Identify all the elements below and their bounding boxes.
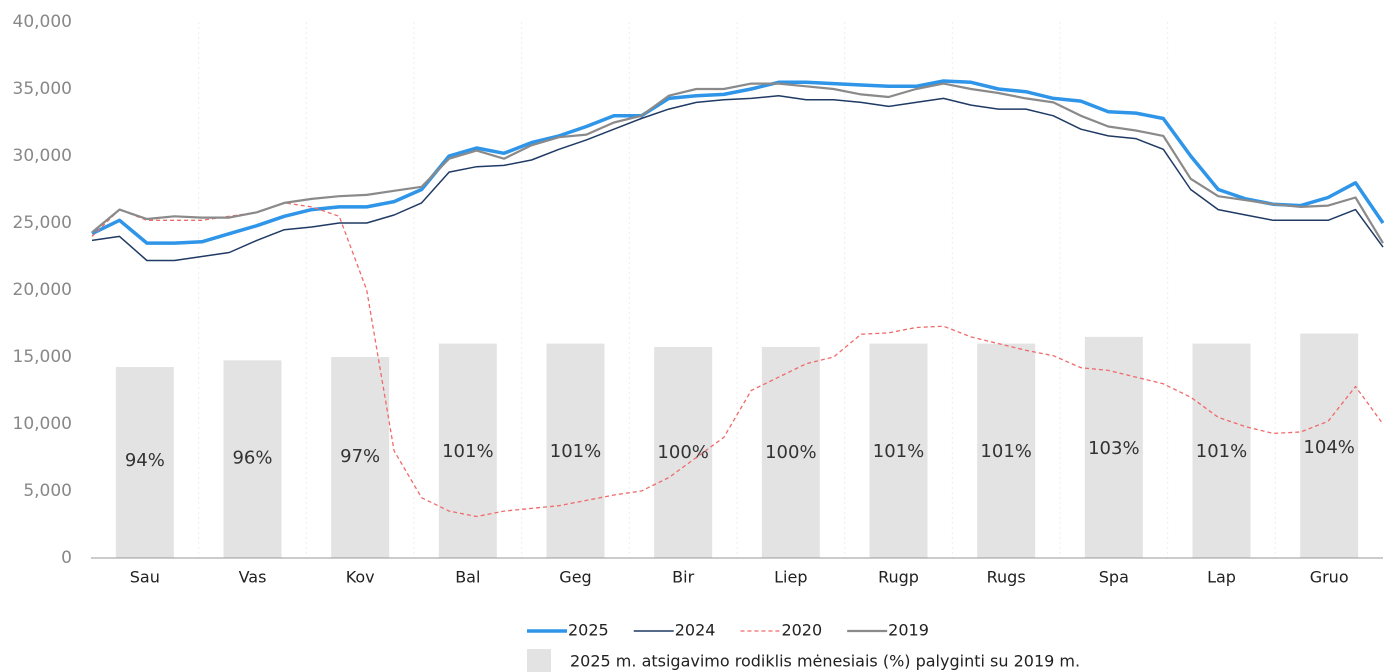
x-tick-label: Lap	[1207, 568, 1236, 587]
bar-label: 101%	[550, 441, 601, 462]
y-tick-label: 30,000	[13, 146, 72, 166]
x-tick-label: Bal	[455, 568, 480, 587]
x-tick-label: Liep	[774, 568, 807, 587]
y-tick-label: 25,000	[13, 213, 72, 233]
line-series	[91, 94, 1384, 262]
bar-label: 103%	[1088, 438, 1139, 459]
bar-label: 100%	[765, 442, 816, 463]
bar	[1192, 343, 1251, 558]
x-tick-label: Geg	[559, 568, 591, 587]
x-tick-label: Gruo	[1310, 568, 1349, 587]
x-tick-label: Bir	[672, 568, 694, 587]
legend-label: 2025	[568, 621, 609, 640]
bar	[331, 357, 390, 558]
y-tick-label: 15,000	[13, 347, 72, 367]
legend-label: 2024	[675, 621, 716, 640]
x-tick-label: Spa	[1099, 568, 1129, 587]
legend-label: 2019	[888, 621, 929, 640]
bar-label: 101%	[980, 441, 1031, 462]
bar	[1084, 336, 1143, 558]
x-tick-label: Vas	[239, 568, 267, 587]
bar-label: 96%	[232, 447, 272, 468]
y-tick-label: 20,000	[13, 280, 72, 300]
y-tick-label: 0	[61, 548, 72, 568]
bar-label: 97%	[340, 446, 380, 467]
bar	[977, 343, 1036, 558]
bar	[1300, 333, 1359, 558]
line-series	[91, 79, 1384, 245]
legend-label: 2025 m. atsigavimo rodiklis mėnesiais (%…	[570, 652, 1080, 671]
bar-label: 101%	[1196, 441, 1247, 462]
bar	[869, 343, 928, 558]
bar-label: 100%	[657, 442, 708, 463]
y-tick-label: 40,000	[13, 12, 72, 32]
bar-label: 94%	[125, 450, 165, 471]
bar	[223, 360, 282, 558]
bar-label: 101%	[442, 441, 493, 462]
y-tick-label: 35,000	[13, 79, 72, 99]
y-tick-label: 10,000	[13, 414, 72, 434]
x-tick-label: Kov	[346, 568, 375, 587]
bar	[761, 346, 820, 558]
bar-label: 104%	[1303, 437, 1354, 458]
x-tick-label: Rugp	[878, 568, 919, 587]
bar	[654, 346, 713, 558]
x-tick-label: Rugs	[987, 568, 1026, 587]
bar-label: 101%	[873, 441, 924, 462]
y-tick-label: 5,000	[23, 481, 72, 501]
line-series	[91, 202, 1384, 518]
bar	[115, 367, 174, 558]
bar	[438, 343, 497, 558]
line-series	[91, 82, 1384, 244]
x-tick-label: Sau	[130, 568, 160, 587]
legend-label: 2020	[781, 621, 822, 640]
bar	[546, 343, 605, 558]
legend-swatch	[527, 649, 551, 672]
